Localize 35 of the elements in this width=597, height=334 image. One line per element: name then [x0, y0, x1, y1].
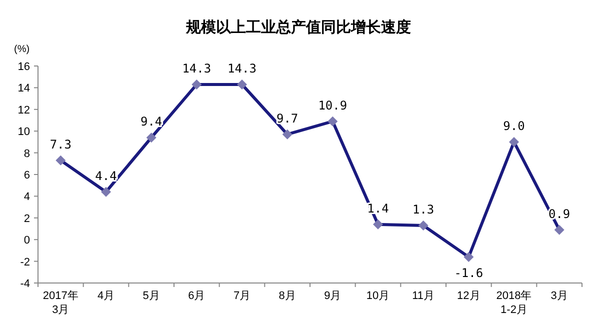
y-tick-label: 12 — [18, 104, 30, 116]
x-tick-label: 3月 — [550, 290, 568, 302]
x-tick-label: 4月 — [97, 290, 115, 302]
x-tick-label: 5月 — [142, 290, 160, 302]
y-tick-label: 4 — [24, 191, 30, 204]
x-tick-label: 10月 — [366, 290, 390, 302]
x-tick-label: 8月 — [278, 290, 296, 302]
data-label: 14.3 — [228, 61, 256, 76]
y-tick-label: -4 — [20, 278, 30, 290]
y-tick-label: -2 — [20, 256, 30, 268]
x-tick-label: 9月 — [324, 290, 342, 302]
y-tick-label: 8 — [24, 148, 30, 160]
x-tick-label: 11月 — [412, 290, 435, 302]
data-label: 7.3 — [50, 137, 72, 152]
data-label: 4.4 — [95, 168, 117, 183]
data-label: 9.7 — [276, 111, 298, 126]
y-tick-label: 0 — [24, 234, 30, 247]
y-tick-label: 14 — [18, 82, 30, 95]
data-label: 10.9 — [318, 98, 348, 112]
data-label: 9.4 — [140, 114, 162, 129]
data-label: 14.3 — [182, 61, 212, 76]
y-tick-label: 16 — [18, 61, 30, 73]
x-tick-label: 6月 — [188, 290, 206, 302]
x-tick-label: 7月 — [233, 290, 251, 302]
y-tick-label: 6 — [24, 170, 30, 182]
x-tick-label: 2017年 3月 — [42, 290, 78, 316]
data-label: 1.3 — [412, 202, 434, 216]
data-label: -1.6 — [454, 266, 484, 280]
x-tick-label: 2018年 1-2月 — [496, 290, 532, 316]
x-tick-label: 12月 — [457, 290, 480, 302]
y-axis-title: (%) — [14, 44, 30, 55]
chart-title: 规模以上工业总产值同比增长速度 — [185, 18, 411, 36]
y-tick-label: 2 — [24, 212, 30, 225]
y-tick-label: 10 — [18, 126, 30, 138]
data-label: 9.0 — [503, 118, 525, 133]
